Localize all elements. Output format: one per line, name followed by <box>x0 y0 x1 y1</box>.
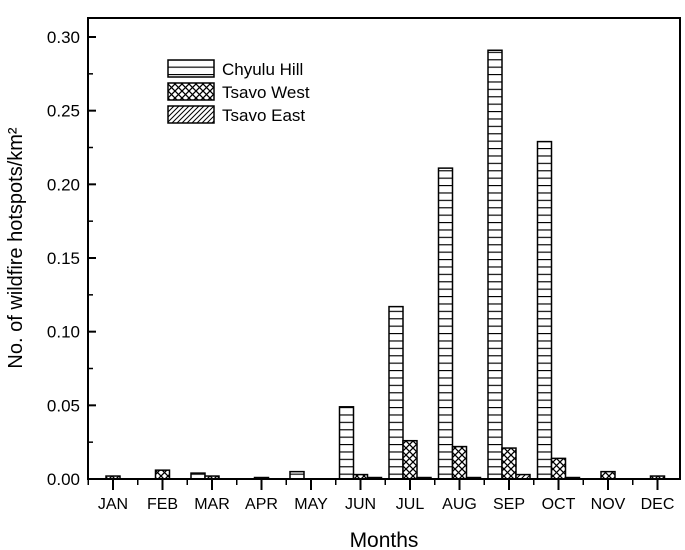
legend-swatch <box>167 82 215 101</box>
legend-label: Tsavo West <box>222 83 310 102</box>
y-tick-label: 0.10 <box>47 323 80 342</box>
x-tick-label: APR <box>245 496 278 513</box>
legend-swatch <box>167 105 215 124</box>
x-axis-label: Months <box>350 529 419 550</box>
x-tick-label: NOV <box>591 496 626 513</box>
x-tick-label: JAN <box>98 496 128 513</box>
x-tick-label: JUN <box>345 496 376 513</box>
bar-tsavo-west-oct <box>550 457 567 480</box>
y-tick-label: 0.20 <box>47 175 80 194</box>
y-tick-label: 0.05 <box>47 396 80 415</box>
bar-chyulu-hill-oct <box>536 140 553 480</box>
x-tick-label: MAY <box>294 496 328 513</box>
y-tick-label: 0.15 <box>47 249 80 268</box>
bar-tsavo-west-jul <box>402 439 418 480</box>
y-tick-label: 0.25 <box>47 102 80 121</box>
bar-chyulu-hill-may <box>289 470 305 480</box>
x-tick-label: AUG <box>442 496 477 513</box>
y-tick-label: 0.00 <box>47 470 80 489</box>
x-tick-label: DEC <box>641 496 675 513</box>
bar-chyulu-hill-jun <box>338 406 355 480</box>
bar-tsavo-west-feb <box>154 469 171 480</box>
legend-swatch <box>167 59 215 78</box>
bar-chyulu-hill-aug <box>437 167 454 480</box>
legend-label: Tsavo East <box>222 106 305 125</box>
bar-tsavo-west-sep <box>501 447 517 480</box>
x-tick-label: MAR <box>194 496 230 513</box>
bar-tsavo-west-nov <box>600 470 616 480</box>
bar-tsavo-west-aug <box>451 445 468 480</box>
legend: Chyulu Hill Tsavo West Tsavo East <box>167 59 310 125</box>
legend-label: Chyulu Hill <box>222 60 303 79</box>
bar-chyulu-hill-sep <box>487 49 503 480</box>
y-axis-label: No. of wildfire hotspots/km² <box>5 127 27 369</box>
plot-frame <box>87 17 681 480</box>
x-tick-label: OCT <box>542 496 576 513</box>
x-tick-label: SEP <box>493 496 525 513</box>
x-tick-label: FEB <box>147 496 178 513</box>
y-tick-label: 0.30 <box>47 28 80 47</box>
x-tick-label: JUL <box>396 496 425 513</box>
bar-chyulu-hill-jul <box>388 305 404 480</box>
